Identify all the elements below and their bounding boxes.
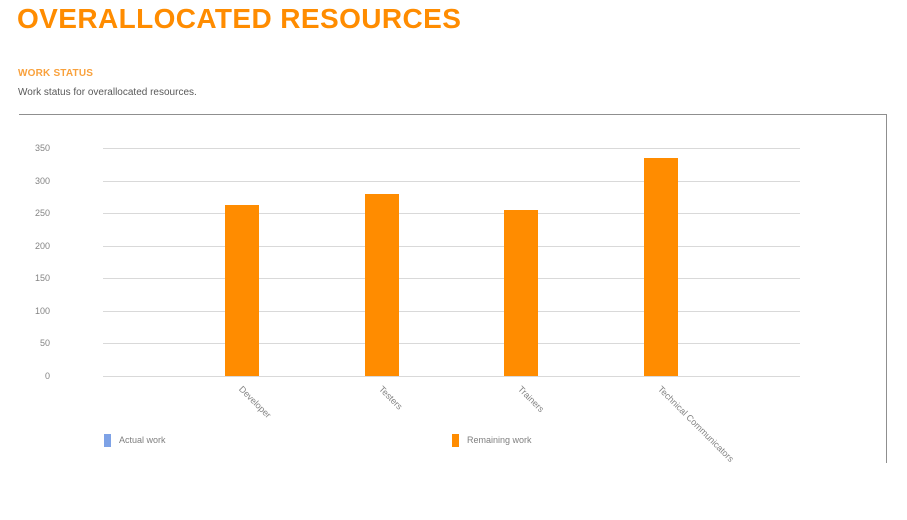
chart-gridline xyxy=(103,310,800,312)
chart-gridline xyxy=(103,245,800,247)
bar-remaining-work-technical-communicators[interactable] xyxy=(643,157,678,376)
y-axis-tick-label: 200 xyxy=(34,240,50,251)
chart-gridline xyxy=(103,180,800,182)
y-axis-tick-label: 0 xyxy=(44,371,50,381)
legend-label-remaining-work: Remaining work xyxy=(467,435,532,445)
y-axis-tick-label: 350 xyxy=(34,143,50,153)
y-axis-tick-label: 100 xyxy=(34,305,50,316)
legend-swatch-remaining-work xyxy=(452,434,459,447)
section-description: Work status for overallocated resources. xyxy=(18,87,197,98)
x-axis-category-label: Developer xyxy=(237,384,274,421)
legend-item-remaining-work[interactable]: Remaining work xyxy=(452,434,532,447)
bar-remaining-work-trainers[interactable] xyxy=(504,209,539,376)
legend-swatch-actual-work xyxy=(104,434,111,447)
work-status-chart-panel[interactable]: 0 50 100 150 200 250 300 350 Developer Testers Tra… xyxy=(19,114,887,464)
bar-remaining-work-developer[interactable] xyxy=(225,204,260,376)
legend-label-actual-work: Actual work xyxy=(119,435,166,445)
chart-gridline xyxy=(103,148,800,149)
x-axis-category-label: Testers xyxy=(376,384,405,412)
bar-chart-plot-area: 0 50 100 150 200 250 300 350 Developer Testers Tra… xyxy=(19,115,886,464)
chart-gridline xyxy=(103,376,800,377)
x-axis-category-label: Technical Communicators xyxy=(655,384,736,464)
chart-gridline xyxy=(103,278,800,280)
chart-gridline xyxy=(103,343,800,345)
section-heading: WORK STATUS xyxy=(18,68,94,79)
chart-gridline xyxy=(103,213,800,215)
report-title: OVERALLOCATED RESOURCES xyxy=(17,3,462,34)
y-axis-tick-label: 250 xyxy=(34,208,50,219)
x-axis-category-label: Trainers xyxy=(516,384,547,415)
bar-remaining-work-testers[interactable] xyxy=(364,193,399,376)
legend-item-actual-work[interactable]: Actual work xyxy=(104,434,166,447)
y-axis-tick-label: 150 xyxy=(34,273,50,284)
y-axis-tick-label: 50 xyxy=(39,338,50,349)
y-axis-tick-label: 300 xyxy=(34,175,50,186)
